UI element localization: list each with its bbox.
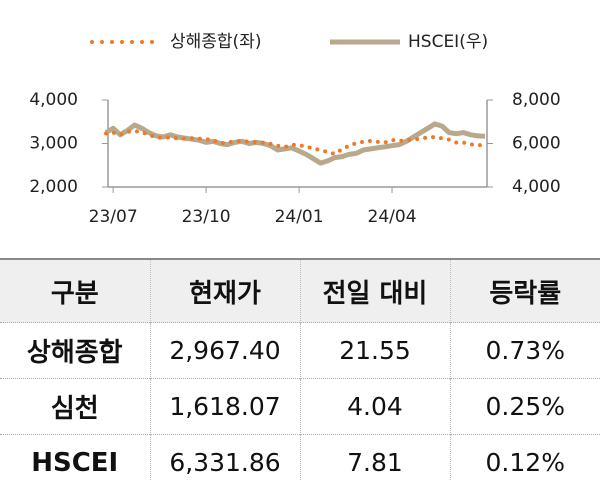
x-tick-label: 23/10 <box>182 207 231 227</box>
header-cell: 구분 <box>0 258 150 323</box>
y-tick-label: 3,000 <box>29 134 78 154</box>
header-cell: 등락률 <box>449 258 600 323</box>
header-cell: 현재가 <box>149 258 300 323</box>
y2-tick-label: 4,000 <box>512 177 561 197</box>
table-cell: 1,618.07 <box>149 378 300 435</box>
table-cell: 6,331.86 <box>149 434 300 480</box>
header-row: 구분 현재가 전일 대비 등락률 <box>0 258 600 323</box>
table-cell: 0.73% <box>449 322 600 379</box>
series-line <box>104 121 486 166</box>
y2-tick-label: 8,000 <box>512 90 561 110</box>
table-cell: 21.55 <box>299 322 450 379</box>
series-line <box>104 128 487 156</box>
x-tick-label: 24/01 <box>275 207 324 227</box>
table-cell: 심천 <box>0 378 150 435</box>
table-cell: 상해종합 <box>0 322 150 379</box>
legend-label: HSCEI(우) <box>408 32 488 52</box>
price-table: 구분 현재가 전일 대비 등락률 상해종합 2,967.40 21.55 0.73% 심천 1,… <box>0 258 600 480</box>
x-tick-label: 24/04 <box>368 207 417 227</box>
y-tick-label: 2,000 <box>29 177 78 197</box>
chart: 2,000 3,000 4,000 4,000 6,000 8,000 23/07 23/10… <box>29 32 561 227</box>
y-tick-label: 4,000 <box>29 90 78 110</box>
table-cell: 2,967.40 <box>149 322 300 379</box>
table-row: 심천 1,618.07 4.04 0.25% <box>0 378 600 435</box>
table-cell: 4.04 <box>299 378 450 435</box>
table-cell: 0.25% <box>449 378 600 435</box>
table-cell: 7.81 <box>299 434 450 480</box>
table-cell: HSCEI <box>0 434 150 480</box>
table-cell: 0.12% <box>449 434 600 480</box>
x-tick-label: 23/07 <box>89 207 138 227</box>
y2-tick-label: 6,000 <box>512 134 561 154</box>
header-cell: 전일 대비 <box>299 258 450 323</box>
table-row: HSCEI 6,331.86 7.81 0.12% <box>0 434 600 480</box>
table-row: 상해종합 2,967.40 21.55 0.73% <box>0 322 600 379</box>
legend-label: 상해종합(좌) <box>170 32 261 52</box>
